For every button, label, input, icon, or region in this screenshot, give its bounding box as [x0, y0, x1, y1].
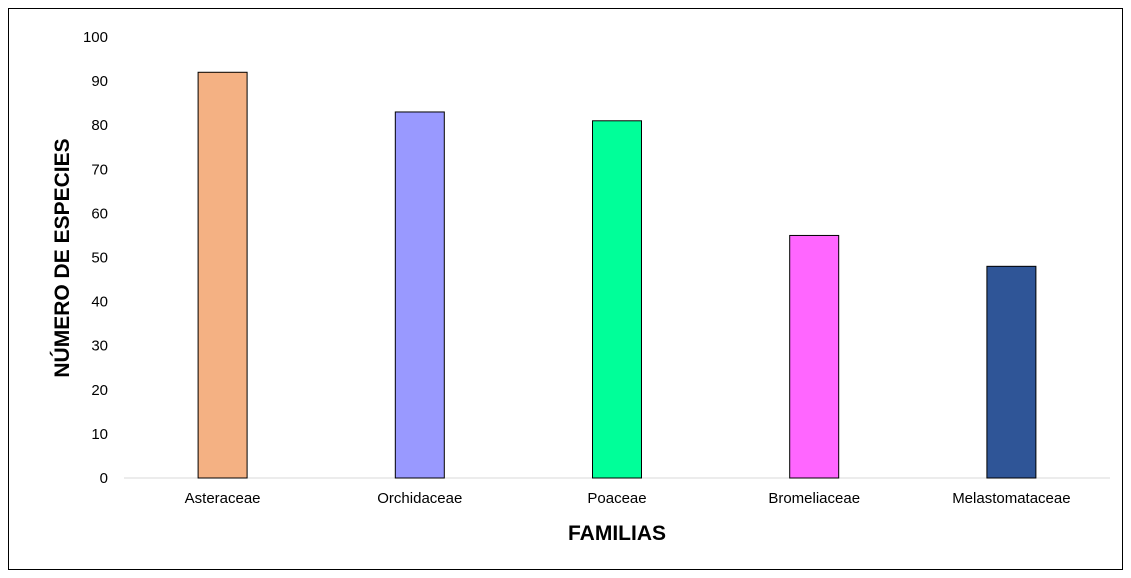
x-axis-title: FAMILIAS	[568, 522, 666, 545]
y-axis-title: NÚMERO DE ESPECIES	[50, 138, 74, 377]
x-tick-label: Orchidaceae	[377, 490, 462, 507]
x-tick-label: Melastomataceae	[952, 490, 1070, 507]
bar-orchidaceae	[394, 111, 445, 479]
bar-asteraceae	[197, 71, 248, 479]
y-tick-label: 30	[91, 338, 108, 355]
y-tick-label: 20	[91, 382, 108, 399]
y-tick-label: 90	[91, 73, 108, 90]
y-axis-ticks: 0 10 20 30 40 50 60 70 80 90 100	[83, 29, 108, 487]
y-tick-label: 80	[91, 117, 108, 134]
bars	[197, 71, 1037, 479]
x-tick-label: Poaceae	[587, 490, 646, 507]
x-tick-label: Asteraceae	[185, 490, 261, 507]
x-tick-label: Bromeliaceae	[768, 490, 860, 507]
bar-bromeliaceae	[789, 234, 840, 479]
bar-melastomataceae	[986, 265, 1037, 479]
x-axis-ticks: Asteraceae Orchidaceae Poaceae Bromeliaceae…	[185, 490, 1071, 507]
y-tick-label: 10	[91, 426, 108, 443]
y-tick-label: 70	[91, 161, 108, 178]
y-tick-label: 100	[83, 29, 108, 46]
bar-poaceae	[592, 120, 642, 479]
y-tick-label: 50	[91, 250, 108, 267]
y-tick-label: 60	[91, 205, 108, 222]
chart-frame	[8, 8, 1123, 570]
y-tick-label: 0	[100, 470, 108, 487]
y-tick-label: 40	[91, 294, 108, 311]
